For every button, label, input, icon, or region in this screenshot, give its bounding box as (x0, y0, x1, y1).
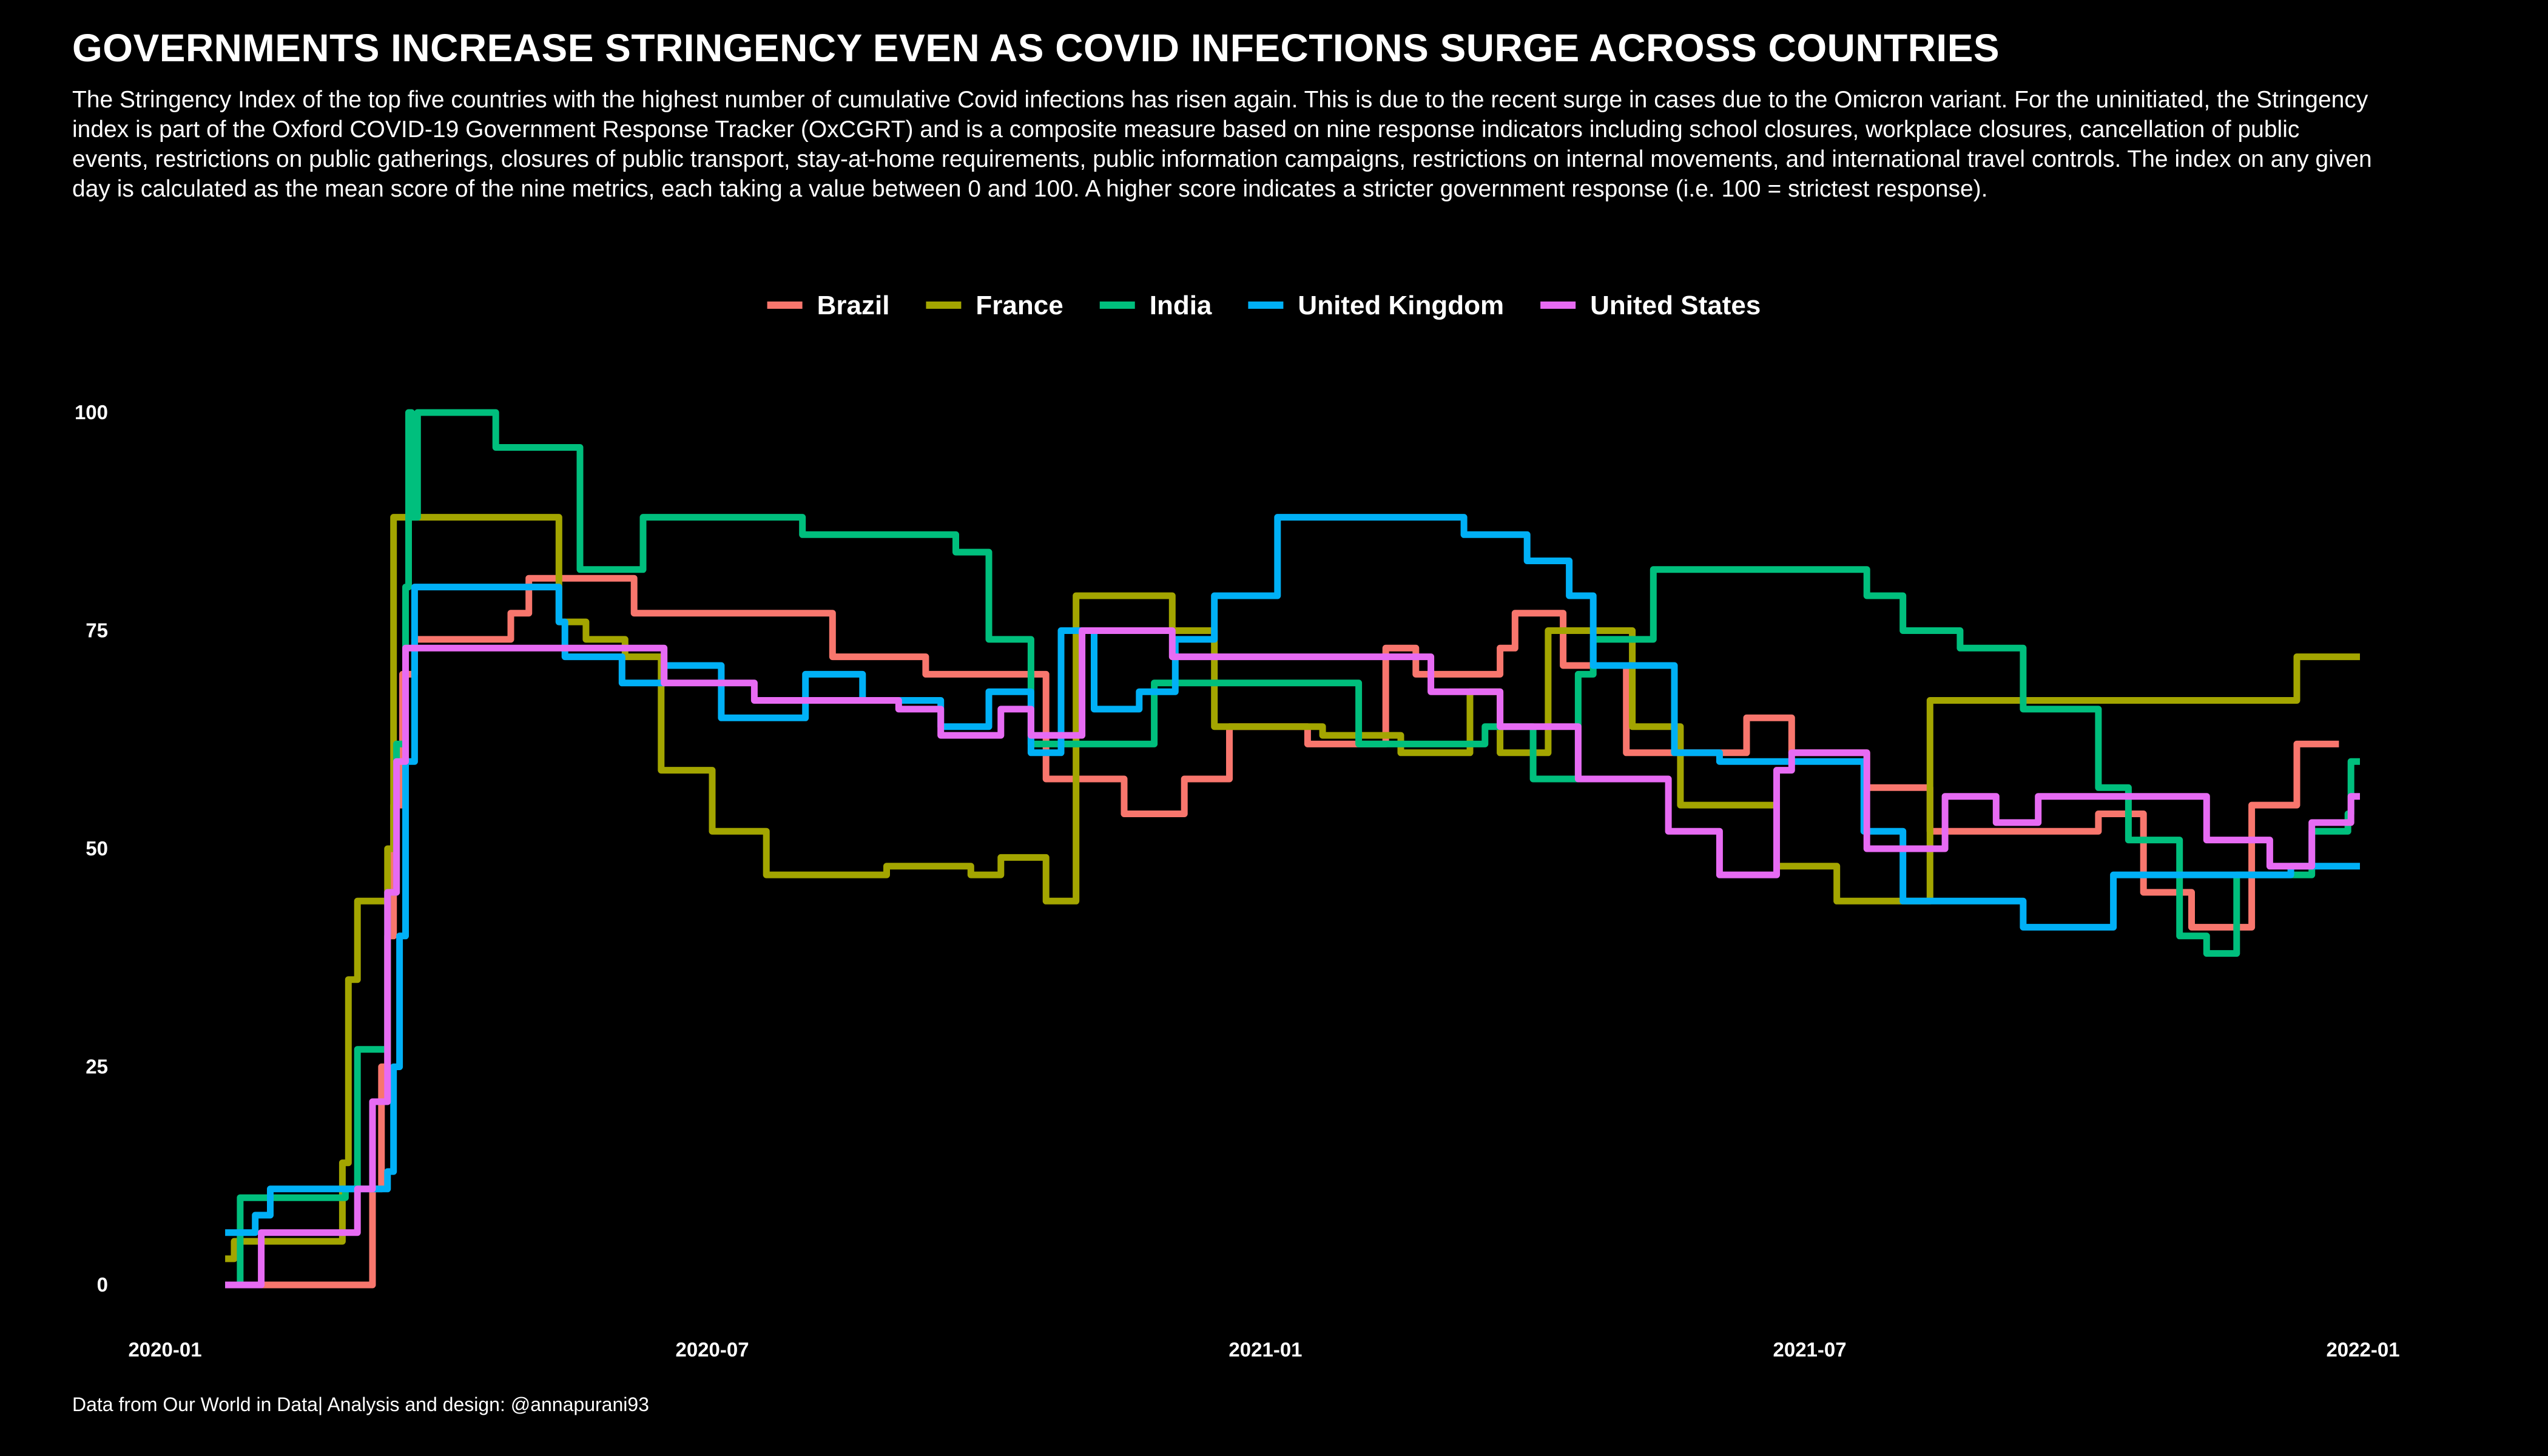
legend-label: Brazil (817, 291, 890, 320)
chart-subtitle: The Stringency Index of the top five cou… (72, 87, 2372, 202)
legend-item: India (1099, 291, 1212, 320)
legend-item: France (926, 291, 1063, 320)
legend-label: United States (1590, 291, 1761, 320)
legend-label: United Kingdom (1298, 291, 1504, 320)
chart-title: GOVERNMENTS INCREASE STRINGENCY EVEN AS … (72, 26, 2000, 70)
y-tick-label: 50 (86, 837, 108, 860)
x-tick-label: 2021-01 (1228, 1338, 1302, 1361)
legend-items: Brazil France India United Kingdom United St… (767, 291, 1761, 320)
y-tick-label: 100 (75, 401, 108, 423)
x-tick-label: 2020-07 (675, 1338, 749, 1361)
chart-legend: Brazil France India United Kingdom United St… (767, 291, 1761, 320)
series-line-france (225, 514, 2360, 1262)
y-tick-label: 25 (86, 1056, 108, 1078)
source-caption: Data from Our World in Data| Analysis an… (72, 1394, 649, 1415)
series-lines (225, 409, 2360, 1289)
legend-label: India (1150, 291, 1212, 320)
y-tick-label: 75 (86, 619, 108, 642)
x-tick-label: 2022-01 (2326, 1338, 2399, 1361)
legend-label: France (976, 291, 1063, 320)
legend-item: United States (1540, 291, 1761, 320)
x-tick-label: 2020-01 (128, 1338, 201, 1361)
y-tick-label: 0 (97, 1273, 108, 1296)
series-line-united-kingdom (225, 514, 2360, 1236)
x-tick-label: 2021-07 (1773, 1338, 1847, 1361)
legend-item: United Kingdom (1248, 291, 1504, 320)
series-line-united-states (225, 627, 2360, 1289)
y-axis: 0 25 50 75 100 (75, 401, 108, 1296)
legend-item: Brazil (767, 291, 890, 320)
series-line-india (225, 409, 2360, 1289)
x-axis: 2020-01 2020-07 2021-01 2021-07 2022-01 (128, 1338, 2399, 1361)
